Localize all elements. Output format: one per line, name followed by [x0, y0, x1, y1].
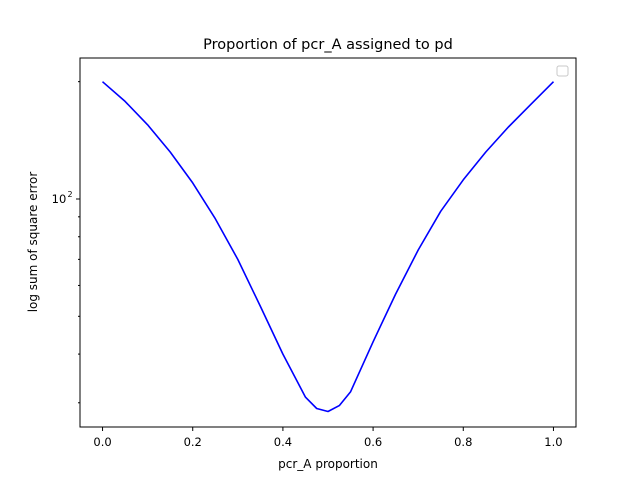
x-tick-label: 0.6	[364, 435, 382, 449]
y-tick-label-exponent: 2	[67, 190, 72, 199]
axes-frame	[79, 57, 577, 428]
x-tick-label: 1.0	[544, 435, 562, 449]
plot-area	[79, 57, 577, 428]
x-tick-label: 0.4	[274, 435, 292, 449]
x-axis-ticks: 0.0 0.2 0.4 0.6 0.8 1.0	[93, 427, 563, 449]
x-tick-label: 0.2	[184, 435, 202, 449]
y-axis-ticks: 10 2	[52, 81, 80, 404]
y-axis-label: log sum of square error	[26, 172, 40, 313]
y-tick-label: 10	[52, 192, 67, 206]
x-axis-label: pcr_A proportion	[278, 457, 378, 471]
x-tick-label: 0.0	[93, 435, 111, 449]
x-tick-label: 0.8	[454, 435, 472, 449]
series-line	[101, 81, 555, 413]
chart-title: Proportion of pcr_A assigned to pd	[203, 37, 453, 53]
legend-box	[556, 65, 569, 77]
